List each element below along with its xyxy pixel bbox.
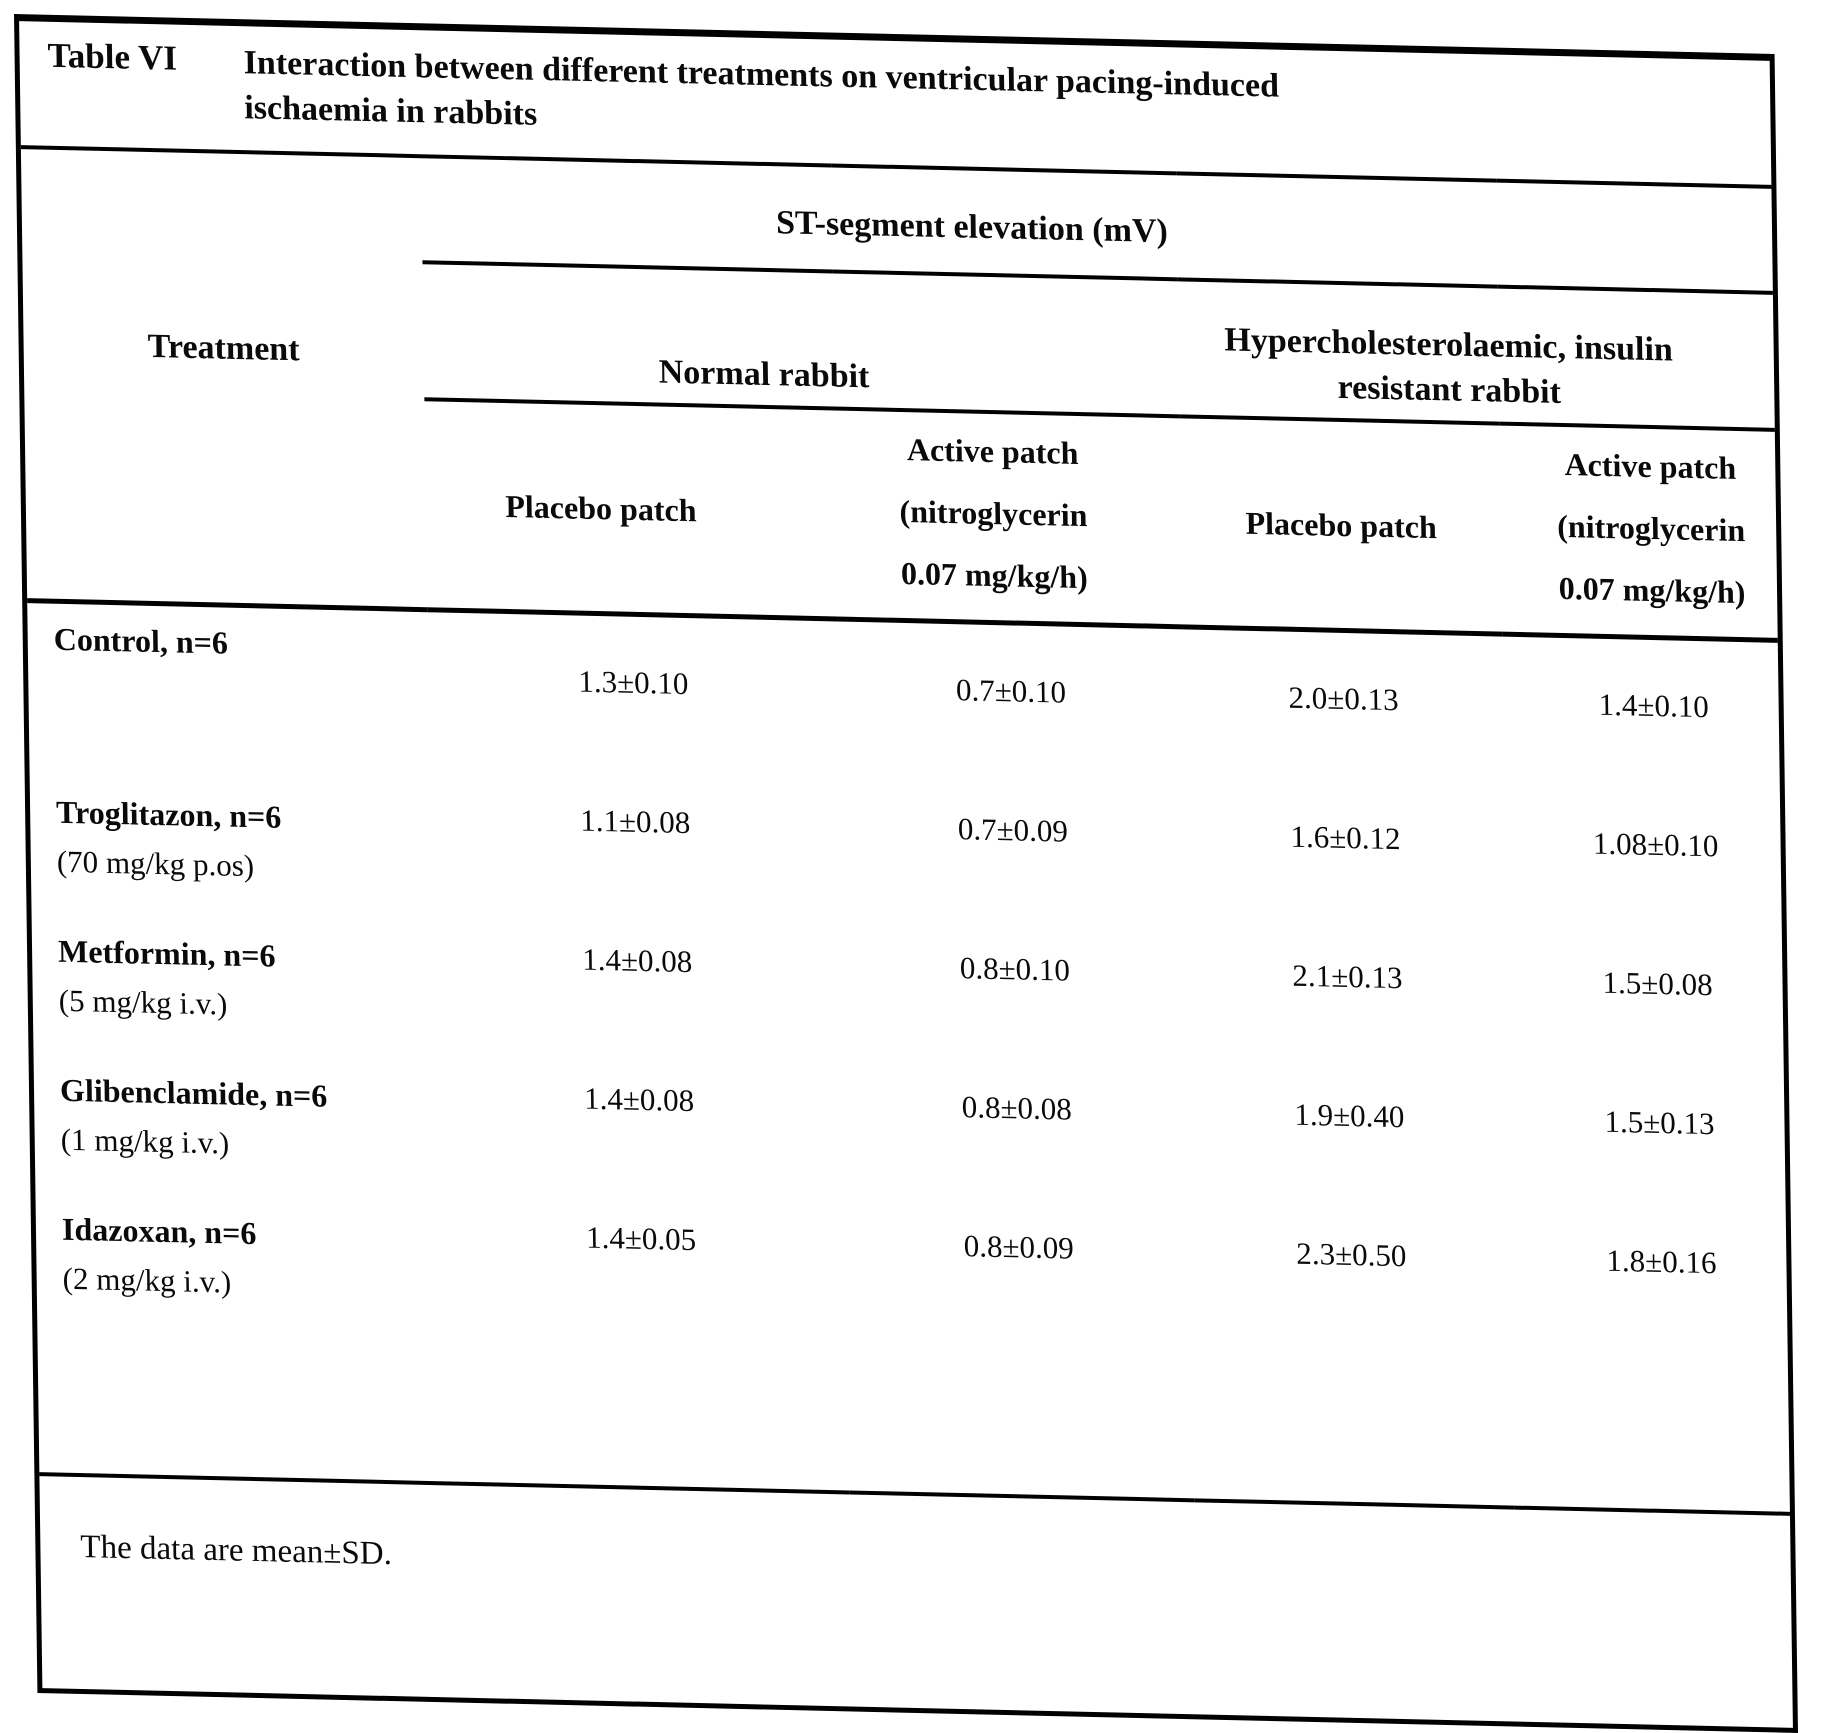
active-patch-header-normal: Active patch (nitroglycerin 0.07 mg/kg/h… [834, 408, 1183, 627]
value-cell: 1.4±0.08 [583, 1080, 695, 1119]
value-cell: 1.08±0.10 [1592, 825, 1719, 864]
table-frame: Table VI Interaction between different t… [14, 14, 1799, 1733]
value-cell: 2.1±0.13 [1292, 957, 1403, 996]
treatment-dose: (1 mg/kg i.v.) [60, 1121, 230, 1161]
value-cell: 1.4±0.10 [1598, 686, 1709, 725]
value-cell: 2.3±0.50 [1296, 1235, 1407, 1274]
value-cell: 0.8±0.09 [963, 1228, 1074, 1266]
treatment-name: Troglitazon, n=6 (70 mg/kg p.os) [30, 776, 432, 924]
footnote-row: The data are mean±SD. [39, 1474, 1793, 1728]
table-label: Table VI [47, 35, 178, 78]
treatment-row-idazoxan: Idazoxan, n=6 (2 mg/kg i.v.) 1.4±0.05 0.… [35, 1193, 1789, 1514]
value-cell: 1.5±0.08 [1602, 964, 1713, 1003]
footnote: The data are mean±SD. [39, 1474, 1793, 1728]
value-cell: 0.7±0.09 [957, 811, 1069, 849]
treatment-name: Control, n=6 [53, 620, 229, 661]
value-cell: 1.3±0.10 [578, 663, 689, 702]
hypercholesterolaemic-header: Hypercholesterolaemic, insulin resistant… [1177, 279, 1775, 430]
table-title: Interaction between different treatments… [243, 40, 1280, 153]
treatment-column-header: Treatment [20, 147, 428, 610]
value-cell: 1.4±0.08 [581, 941, 693, 980]
treatment-dose: (5 mg/kg i.v.) [58, 982, 228, 1022]
treatment-name: Idazoxan, n=6 (2 mg/kg i.v.) [35, 1193, 439, 1483]
value-cell: 0.8±0.10 [959, 950, 1071, 988]
placebo-patch-header-hyperchol: Placebo patch [1179, 416, 1503, 635]
value-cell: 1.4±0.05 [585, 1219, 697, 1258]
normal-rabbit-header: Normal rabbit [422, 262, 1180, 417]
value-cell: 1.6±0.12 [1290, 818, 1401, 857]
value-cell: 1.9±0.40 [1294, 1096, 1405, 1135]
value-cell: 0.7±0.10 [955, 672, 1067, 710]
active-patch-header-hyperchol: Active patch (nitroglycerin 0.07 mg/kg/h… [1499, 423, 1778, 641]
value-cell: 1.5±0.13 [1604, 1103, 1715, 1142]
treatment-name: Metformin, n=6 (5 mg/kg i.v.) [32, 915, 434, 1063]
value-cell: 0.8±0.08 [961, 1089, 1073, 1127]
value-cell: 2.0±0.13 [1288, 679, 1399, 718]
treatment-dose: (2 mg/kg i.v.) [62, 1260, 232, 1300]
treatment-name: Glibenclamide, n=6 (1 mg/kg i.v.) [34, 1054, 436, 1202]
value-cell: 1.1±0.08 [579, 802, 691, 841]
treatment-dose: (70 mg/kg p.os) [56, 843, 255, 884]
value-cell: 1.8±0.16 [1606, 1242, 1717, 1281]
results-table: Table VI Interaction between different t… [19, 21, 1793, 1728]
placebo-patch-header-normal: Placebo patch [424, 399, 838, 619]
